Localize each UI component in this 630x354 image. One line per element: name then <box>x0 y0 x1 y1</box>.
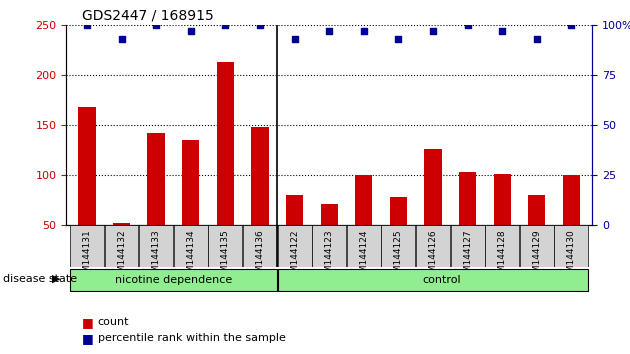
FancyBboxPatch shape <box>485 225 519 267</box>
Text: percentile rank within the sample: percentile rank within the sample <box>98 333 285 343</box>
Bar <box>355 175 372 275</box>
Text: control: control <box>422 275 461 285</box>
Text: GSM144133: GSM144133 <box>152 229 161 284</box>
Point <box>290 36 300 42</box>
Point <box>186 28 196 34</box>
Point <box>358 28 369 34</box>
Point <box>393 36 403 42</box>
Text: GSM144131: GSM144131 <box>83 229 91 284</box>
Point <box>324 28 334 34</box>
Text: GSM144122: GSM144122 <box>290 229 299 284</box>
Bar <box>563 175 580 275</box>
Text: GSM144127: GSM144127 <box>463 229 472 284</box>
Text: GSM144126: GSM144126 <box>428 229 437 284</box>
FancyBboxPatch shape <box>520 225 554 267</box>
Text: GSM144135: GSM144135 <box>221 229 230 284</box>
FancyBboxPatch shape <box>381 225 415 267</box>
Text: GSM144125: GSM144125 <box>394 229 403 284</box>
Point <box>532 36 542 42</box>
FancyBboxPatch shape <box>347 225 381 267</box>
Bar <box>493 174 511 275</box>
FancyBboxPatch shape <box>554 225 588 267</box>
FancyBboxPatch shape <box>70 268 277 291</box>
Point <box>82 22 92 28</box>
Bar <box>113 223 130 275</box>
FancyBboxPatch shape <box>105 225 139 267</box>
FancyBboxPatch shape <box>450 225 484 267</box>
FancyBboxPatch shape <box>139 225 173 267</box>
Bar <box>78 107 96 275</box>
Bar <box>251 127 268 275</box>
Point <box>462 22 472 28</box>
Point <box>497 28 507 34</box>
Point <box>428 28 438 34</box>
Bar <box>147 133 165 275</box>
Text: GSM144134: GSM144134 <box>186 229 195 284</box>
Point <box>220 22 231 28</box>
Point <box>566 22 576 28</box>
Text: ▶: ▶ <box>52 274 60 284</box>
Text: ■: ■ <box>82 332 94 344</box>
Text: ■: ■ <box>82 316 94 329</box>
FancyBboxPatch shape <box>278 268 588 291</box>
Bar <box>217 62 234 275</box>
Bar <box>286 195 303 275</box>
FancyBboxPatch shape <box>70 225 104 267</box>
FancyBboxPatch shape <box>209 225 243 267</box>
Text: GSM144123: GSM144123 <box>324 229 334 284</box>
FancyBboxPatch shape <box>174 225 208 267</box>
FancyBboxPatch shape <box>243 225 277 267</box>
FancyBboxPatch shape <box>416 225 450 267</box>
Point <box>151 22 161 28</box>
Text: GSM144136: GSM144136 <box>255 229 265 284</box>
Text: count: count <box>98 317 129 327</box>
Text: GSM144130: GSM144130 <box>567 229 576 284</box>
Text: GSM144124: GSM144124 <box>359 229 369 284</box>
Point <box>117 36 127 42</box>
Text: GSM144129: GSM144129 <box>532 229 541 284</box>
Bar <box>390 197 407 275</box>
FancyBboxPatch shape <box>312 225 346 267</box>
FancyBboxPatch shape <box>278 225 311 267</box>
Bar <box>321 204 338 275</box>
Point <box>255 22 265 28</box>
Text: GDS2447 / 168915: GDS2447 / 168915 <box>82 9 214 23</box>
Bar <box>528 195 546 275</box>
Text: disease state: disease state <box>3 274 77 284</box>
Text: nicotine dependence: nicotine dependence <box>115 275 232 285</box>
Bar <box>182 140 199 275</box>
Text: GSM144132: GSM144132 <box>117 229 126 284</box>
Text: GSM144128: GSM144128 <box>498 229 507 284</box>
Bar <box>425 149 442 275</box>
Bar <box>459 172 476 275</box>
